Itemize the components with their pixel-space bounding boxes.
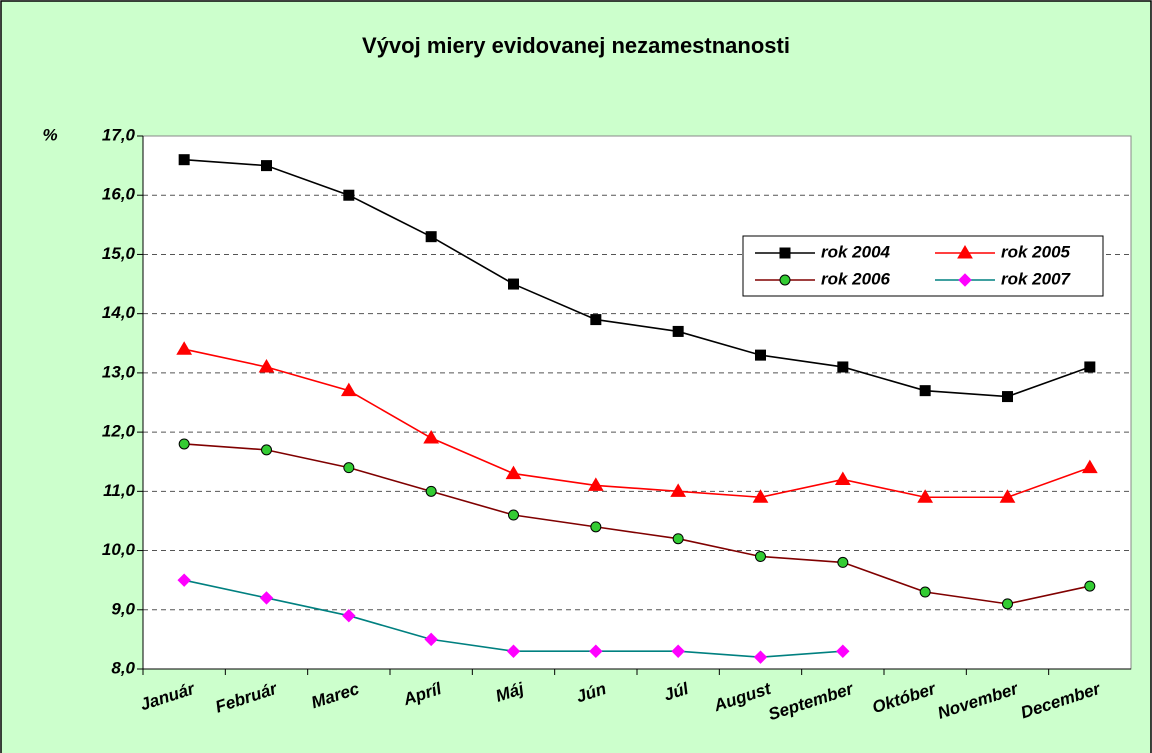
series-line	[184, 158, 1091, 398]
marker	[1002, 391, 1013, 403]
y-tick-label: 15,0	[102, 244, 136, 263]
chart-title: Vývoj miery evidovanej nezamestnanosti	[362, 33, 790, 58]
y-axis-label: %	[42, 125, 57, 144]
marker	[590, 521, 602, 533]
legend-label: rok 2007	[1001, 269, 1072, 288]
legend-box	[742, 235, 1104, 297]
marker	[259, 591, 274, 605]
marker	[919, 385, 931, 397]
marker	[261, 160, 272, 172]
y-tick-label: 13,0	[102, 362, 136, 381]
marker	[178, 154, 190, 166]
marker	[779, 247, 791, 259]
y-tick-label: 12,0	[102, 422, 136, 441]
marker	[670, 483, 687, 497]
marker	[1084, 580, 1096, 592]
marker	[261, 444, 272, 456]
marker	[590, 314, 602, 326]
marker	[919, 586, 931, 598]
marker	[755, 550, 766, 562]
y-tick-label: 16,0	[102, 185, 136, 204]
marker	[672, 533, 684, 545]
marker	[425, 485, 437, 497]
marker	[176, 341, 193, 355]
marker	[1084, 361, 1096, 373]
marker	[957, 245, 973, 259]
y-tick-label: 9,0	[111, 599, 135, 618]
marker	[755, 349, 766, 361]
marker	[424, 632, 438, 647]
marker	[587, 477, 604, 491]
legend-label: rok 2006	[821, 269, 891, 288]
marker	[999, 489, 1016, 503]
legend-label: rok 2004	[821, 242, 891, 261]
y-tick-label: 10,0	[102, 540, 136, 559]
marker	[836, 644, 850, 658]
y-tick-label: 17,0	[102, 125, 136, 144]
marker	[340, 382, 357, 397]
marker	[508, 278, 519, 290]
marker	[258, 358, 275, 373]
marker	[589, 644, 603, 658]
marker	[834, 471, 851, 485]
y-tick-label: 8,0	[111, 658, 135, 677]
marker	[505, 465, 522, 480]
marker	[837, 361, 849, 373]
plot-area	[142, 135, 1132, 670]
y-tick-label: 14,0	[102, 303, 136, 322]
marker	[423, 430, 440, 444]
marker	[752, 489, 769, 503]
marker	[508, 509, 519, 521]
marker	[917, 489, 934, 503]
marker	[178, 438, 190, 450]
marker	[342, 608, 356, 623]
marker	[506, 644, 521, 658]
marker	[837, 556, 849, 568]
marker	[672, 325, 684, 337]
legend-label: rok 2005	[1001, 242, 1071, 261]
marker	[1081, 459, 1098, 474]
series-line	[184, 443, 1090, 605]
marker	[671, 644, 685, 658]
marker	[779, 274, 791, 286]
marker	[958, 273, 972, 287]
y-tick-label: 11,0	[103, 481, 135, 500]
marker	[343, 462, 355, 474]
marker	[425, 231, 437, 243]
series-line	[183, 348, 1091, 499]
marker	[1002, 598, 1013, 610]
marker	[753, 650, 768, 664]
marker	[343, 189, 355, 201]
marker	[177, 573, 191, 587]
